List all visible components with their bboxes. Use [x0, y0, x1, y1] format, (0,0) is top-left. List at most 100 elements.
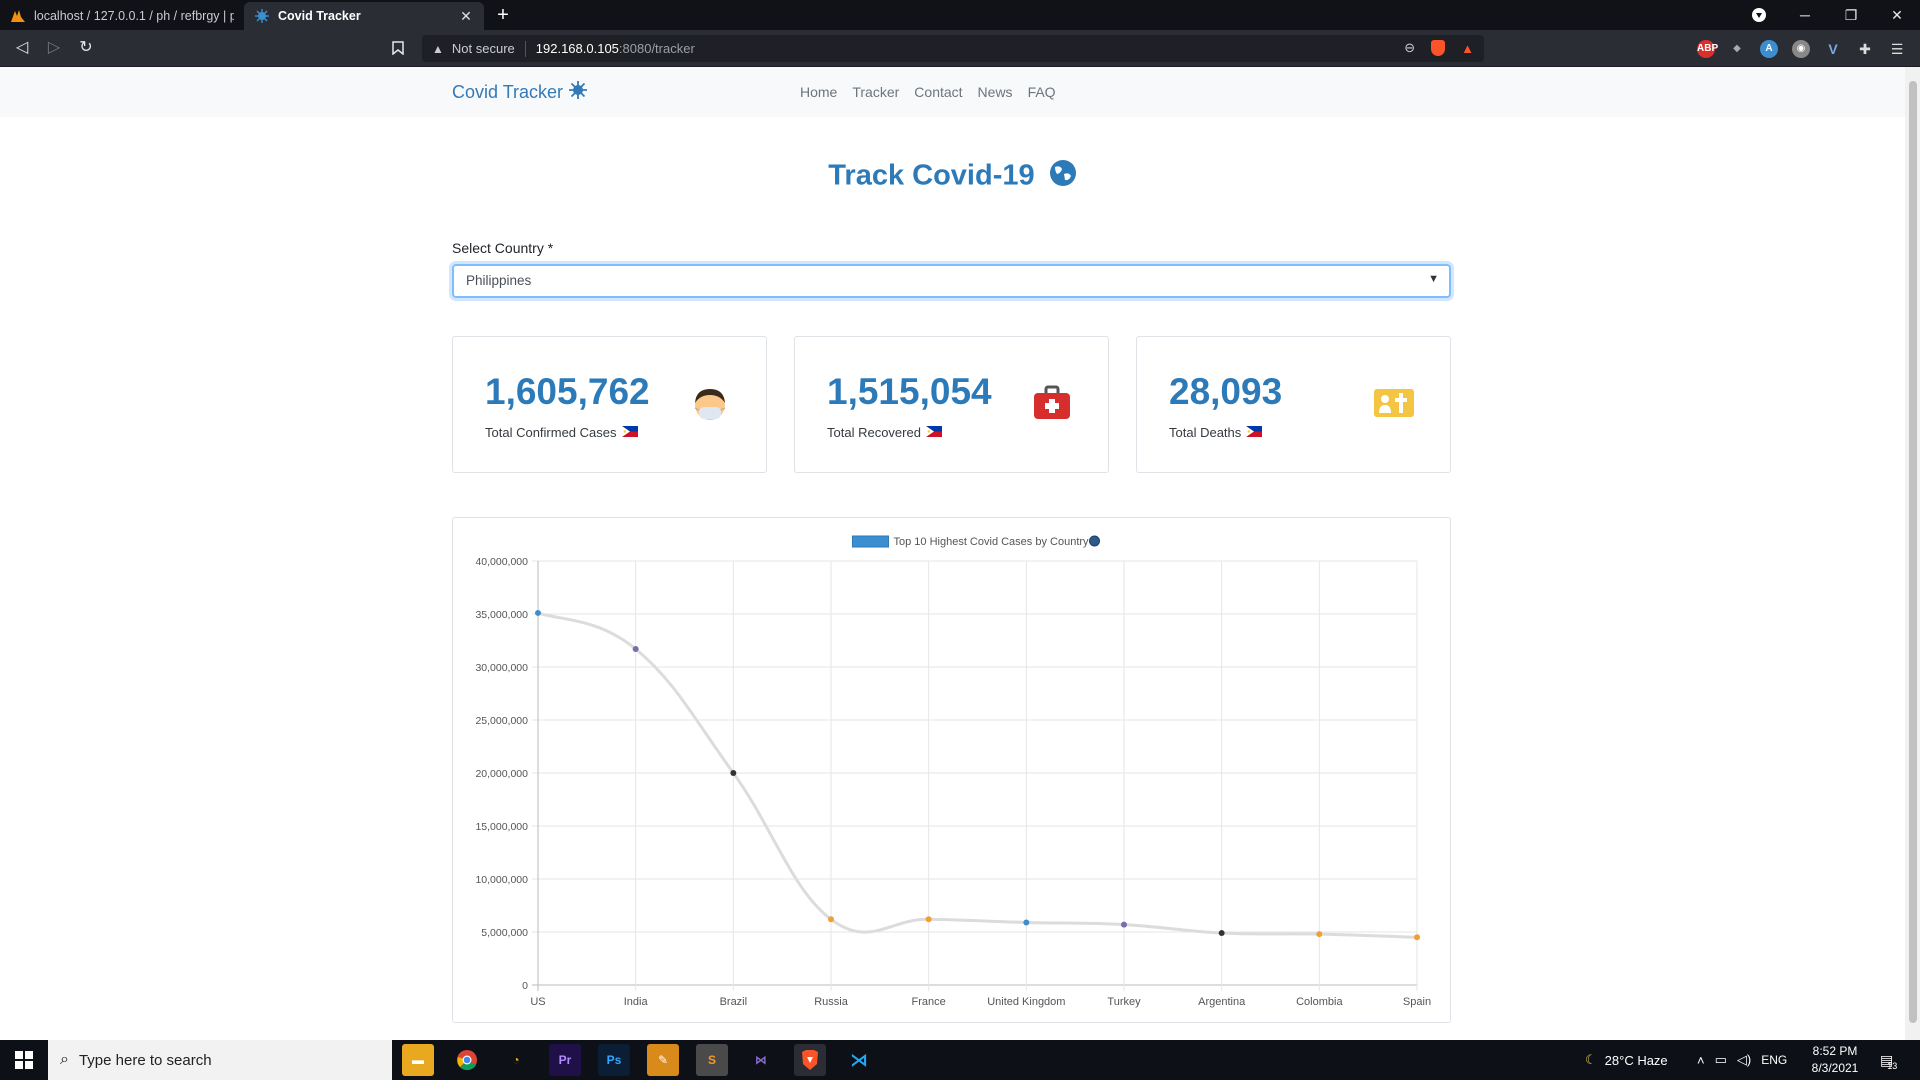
system-clock[interactable]: 8:52 PM 8/3/2021: [1800, 1043, 1870, 1077]
brand-link[interactable]: Covid Tracker: [452, 81, 588, 104]
adblock-icon[interactable]: ABP: [1697, 40, 1718, 58]
nav-home[interactable]: Home: [800, 84, 838, 100]
photoshop-icon[interactable]: Ps: [598, 1044, 630, 1076]
data-point: [828, 916, 834, 923]
blender-icon[interactable]: ◔: [512, 1053, 520, 1067]
moon-icon: ☾: [1585, 1052, 1597, 1067]
vpn-icon[interactable]: ◉: [1792, 40, 1810, 58]
y-tick-label: 35,000,000: [475, 609, 528, 621]
virus-icon: [254, 8, 270, 24]
confirmed-cases-label-text: Total Confirmed Cases: [485, 425, 617, 440]
extensions-puzzle-icon[interactable]: ✚: [1859, 41, 1871, 57]
brave-browser-icon[interactable]: [794, 1044, 826, 1076]
windows-taskbar: ⌕ Type here to search ▬ ◔ Pr Ps ✎ S ⋈ ⋊ …: [0, 1040, 1920, 1080]
masked-face-icon: [690, 383, 730, 423]
x-tick-label: Spain: [1403, 996, 1431, 1008]
chevron-down-icon: ▼: [1428, 273, 1439, 285]
philippines-flag-icon: [925, 425, 942, 440]
reload-icon[interactable]: ↻: [79, 39, 93, 56]
sublime-text-icon[interactable]: S: [696, 1044, 728, 1076]
premiere-pro-icon[interactable]: Pr: [549, 1044, 581, 1076]
notes-icon[interactable]: ✎: [647, 1044, 679, 1076]
new-tab-button[interactable]: +: [497, 4, 509, 26]
confirmed-cases-value: 1,605,762: [485, 371, 650, 412]
file-explorer-icon[interactable]: ▬: [402, 1044, 434, 1076]
not-secure-label: Not secure: [451, 41, 515, 56]
warning-icon: ▲: [432, 41, 444, 56]
zoom-icon[interactable]: ⊖: [1404, 40, 1416, 55]
legend-swatch: [852, 535, 889, 548]
tab-title: localhost / 127.0.0.1 / ph / refbrgy | p…: [34, 9, 234, 23]
chrome-icon[interactable]: [451, 1044, 483, 1076]
taskbar-search-input[interactable]: ⌕ Type here to search: [48, 1040, 392, 1080]
x-tick-label: US: [530, 996, 545, 1008]
menu-icon[interactable]: ☰: [1890, 41, 1904, 57]
profile-icon[interactable]: [1736, 0, 1782, 30]
data-point: [1121, 921, 1127, 928]
y-tick-label: 30,000,000: [475, 662, 528, 674]
country-select[interactable]: Philippines ▼: [452, 264, 1451, 298]
nav-contact[interactable]: Contact: [914, 84, 963, 100]
volume-icon[interactable]: ◁): [1736, 1052, 1752, 1067]
y-tick-label: 20,000,000: [475, 768, 528, 780]
tab-phpmyadmin[interactable]: localhost / 127.0.0.1 / ph / refbrgy | p…: [0, 2, 244, 30]
chart-card: 0 5,000,000 10,000,000 15,000,000 20,000,000…: [452, 517, 1451, 1023]
translate-icon[interactable]: A: [1760, 40, 1778, 58]
notifications-button[interactable]: ▤ 13: [1880, 1040, 1897, 1080]
virus-icon: [569, 81, 588, 104]
tab-covid-tracker[interactable]: Covid Tracker ✕: [244, 2, 484, 30]
phpmyadmin-icon: [10, 8, 26, 24]
globe-icon: [1049, 159, 1077, 195]
x-tick-label: Brazil: [720, 996, 748, 1008]
address-bar[interactable]: ▲ Not secure 192.168.0.105 :8080/tracker…: [422, 35, 1484, 62]
close-tab-icon[interactable]: ✕: [460, 7, 472, 24]
language-indicator[interactable]: ENG: [1761, 1053, 1788, 1067]
philippines-flag-icon: [621, 425, 638, 440]
deaths-label: Total Deaths: [1169, 425, 1263, 440]
x-tick-label: Turkey: [1107, 996, 1141, 1008]
brave-rewards-icon[interactable]: ▲: [1461, 40, 1474, 56]
globe-icon: [1089, 535, 1100, 547]
page-scrollbar[interactable]: [1905, 67, 1920, 1040]
page-title-text: Track Covid-19: [828, 159, 1035, 192]
vue-devtools-icon[interactable]: V: [1828, 41, 1838, 57]
recovered-label: Total Recovered: [827, 425, 942, 440]
nav-tracker[interactable]: Tracker: [852, 84, 900, 100]
notification-icon: ▤: [1880, 1051, 1894, 1068]
deaths-card: 28,093 Total Deaths: [1136, 336, 1451, 473]
data-point: [1316, 931, 1323, 938]
series-line: [537, 611, 1418, 939]
clock-time: 8:52 PM: [1812, 1044, 1858, 1058]
url-path: :8080/tracker: [618, 41, 695, 56]
recovered-card: 1,515,054 Total Recovered: [794, 336, 1109, 473]
deaths-value: 28,093: [1169, 371, 1283, 412]
x-tick-label: Russia: [814, 996, 849, 1008]
notification-count: 13: [1887, 1061, 1898, 1071]
visual-studio-icon[interactable]: ⋈: [755, 1053, 767, 1067]
data-point: [730, 770, 737, 776]
scrollbar-thumb[interactable]: [1909, 81, 1917, 1023]
close-window-icon[interactable]: ✕: [1891, 7, 1903, 23]
funeral-icon: [1374, 383, 1414, 423]
nav-faq[interactable]: FAQ: [1027, 84, 1056, 100]
nav-news[interactable]: News: [977, 84, 1013, 100]
site-navbar: Covid Tracker Home Tracker Contact News …: [0, 67, 1905, 117]
data-point: [925, 916, 932, 923]
y-tick-label: 5,000,000: [481, 927, 528, 939]
forward-icon[interactable]: ▷: [47, 39, 61, 56]
network-icon[interactable]: ▭: [1714, 1052, 1727, 1067]
extension-icon[interactable]: ◆: [1733, 43, 1741, 54]
brave-shield-icon[interactable]: [1431, 40, 1446, 56]
y-tick-label: 40,000,000: [475, 556, 528, 568]
x-tick-label: United Kingdom: [987, 996, 1065, 1008]
tab-title: Covid Tracker: [278, 9, 361, 23]
vscode-icon[interactable]: ⋊: [850, 1049, 868, 1070]
back-icon[interactable]: ◁: [15, 39, 29, 56]
minimize-icon[interactable]: ─: [1800, 7, 1810, 23]
weather-widget[interactable]: ☾ 28°C Haze: [1585, 1040, 1668, 1080]
restore-icon[interactable]: ❐: [1844, 7, 1858, 23]
chevron-up-icon[interactable]: ˄: [1697, 1052, 1705, 1068]
bookmark-icon[interactable]: [388, 38, 408, 58]
cases-line-chart: 0 5,000,000 10,000,000 15,000,000 20,000,000…: [475, 535, 1431, 1008]
windows-start-icon[interactable]: [8, 1044, 40, 1076]
